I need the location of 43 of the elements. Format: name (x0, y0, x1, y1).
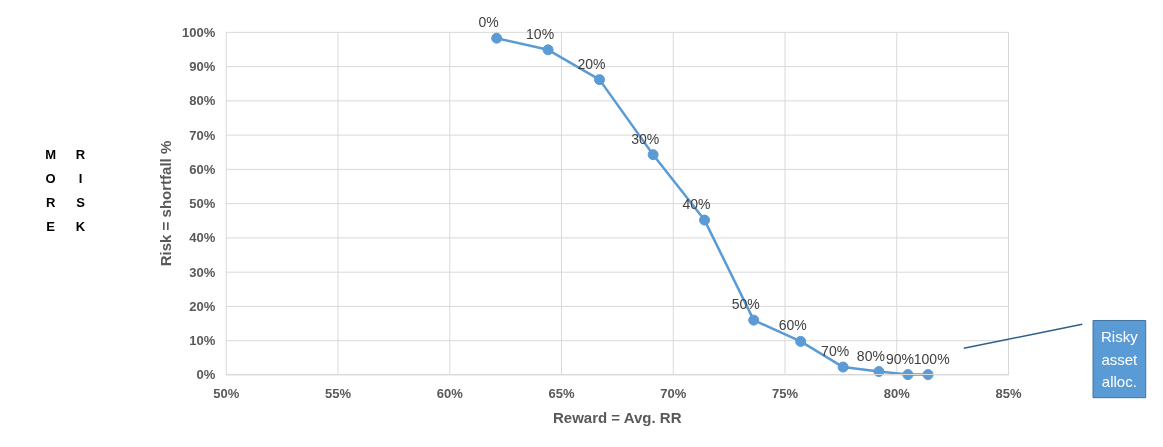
y-tick-label: 90% (189, 59, 216, 75)
x-tick-label: 55% (325, 385, 352, 401)
x-tick-label: 85% (995, 385, 1022, 401)
point (542, 44, 554, 56)
point (748, 314, 760, 326)
annotation: 20% (577, 55, 606, 72)
x-tick-label: 75% (772, 385, 799, 401)
point (902, 369, 914, 381)
annotation: 10% (526, 25, 555, 42)
y-tick-label: 70% (189, 127, 216, 143)
y-tick-label: 60% (189, 161, 216, 177)
x-axis-title: Reward = Avg. RR (552, 408, 682, 426)
text: Risky asset alloc. (1101, 328, 1139, 390)
annotation: 70% (821, 343, 850, 360)
annotation: 60% (778, 317, 807, 334)
y-tick-label: 10% (189, 333, 216, 349)
text: RISK (75, 147, 86, 235)
point (873, 366, 885, 378)
text: MORE (45, 147, 57, 235)
y-tick-label: 80% (189, 93, 216, 109)
annotation: 100% (913, 350, 950, 367)
point (837, 361, 849, 373)
point (699, 214, 711, 226)
x-tick-label: 60% (436, 385, 464, 401)
y-tick-label: 30% (189, 264, 216, 280)
y-tick-label: 100% (182, 24, 216, 40)
annotation: 0% (478, 14, 499, 31)
x-tick-label: 80% (883, 385, 911, 401)
y-axis-title: Risk = shortfall % (157, 140, 175, 267)
y-tick-label: 20% (189, 298, 216, 314)
y-tick-label: 50% (189, 196, 216, 212)
x-tick-label: 50% (213, 385, 240, 401)
point (647, 149, 659, 161)
y-tick-label: 40% (189, 230, 216, 246)
x-tick-label: 65% (548, 385, 575, 401)
point (922, 369, 934, 381)
x-tick-label: 70% (660, 385, 687, 401)
annotation: 90% (885, 350, 914, 367)
annotation: 80% (856, 347, 885, 364)
y-tick-label: 0% (196, 367, 216, 383)
point (491, 32, 503, 44)
point (795, 335, 807, 347)
point (594, 74, 605, 86)
